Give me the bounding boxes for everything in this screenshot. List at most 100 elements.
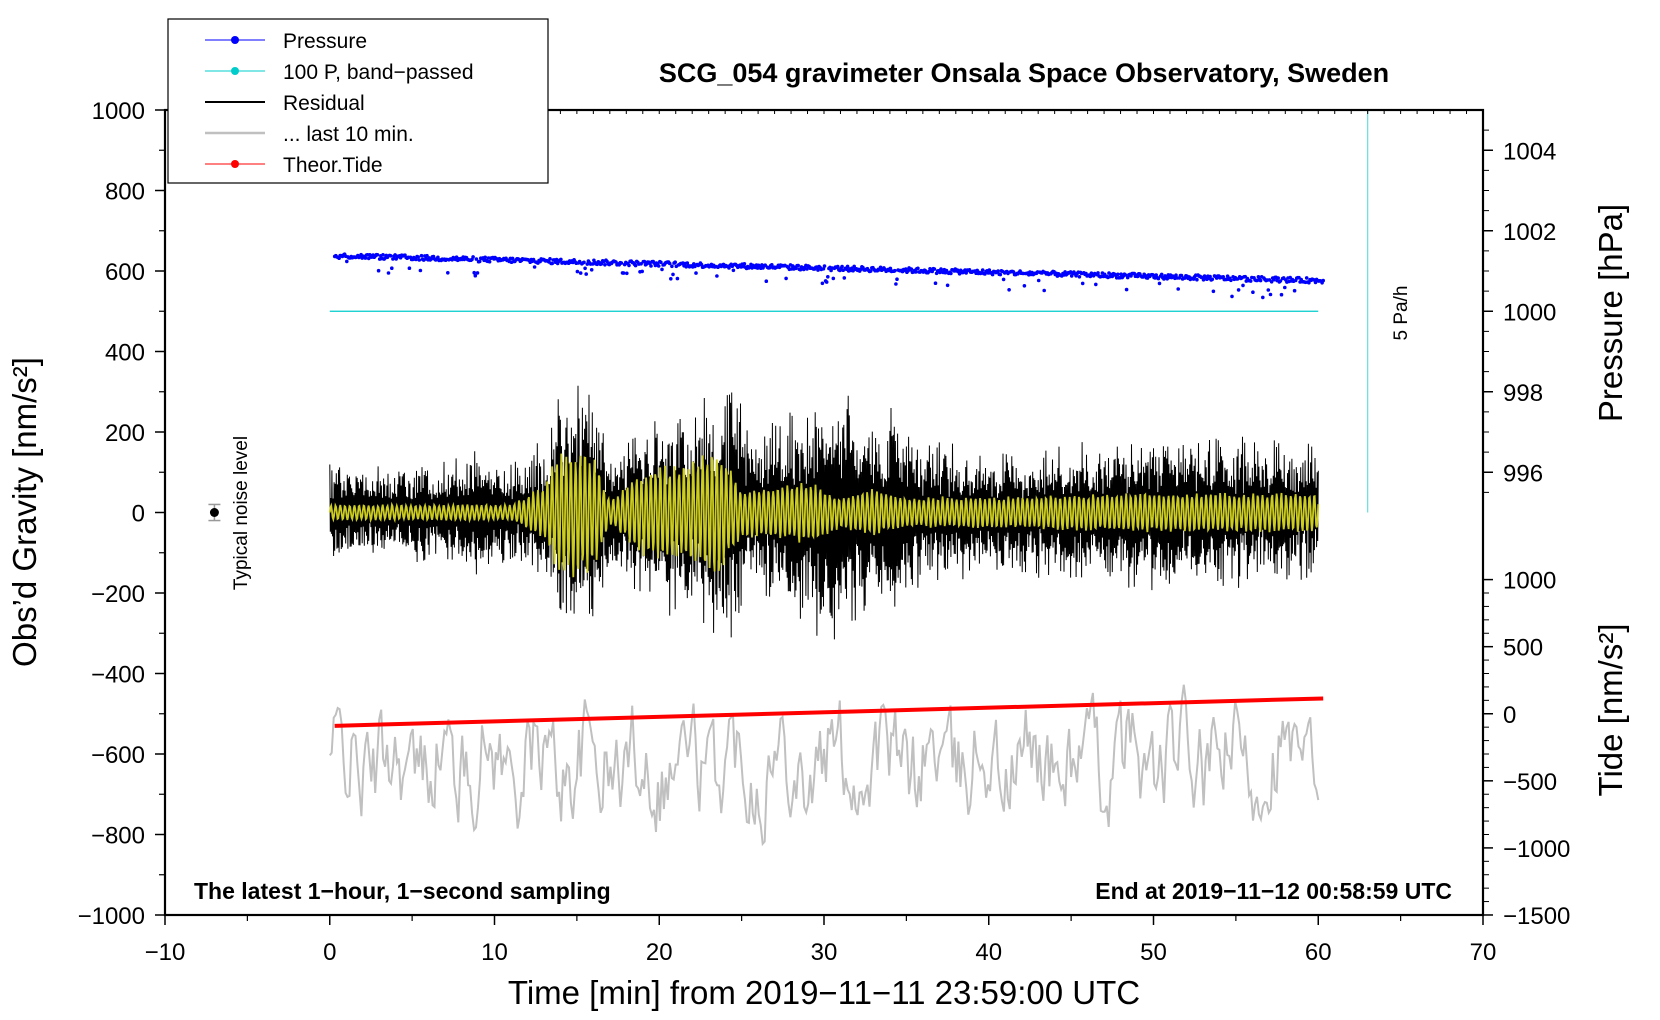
y-tick-label-0: 1000 xyxy=(92,98,145,125)
legend-label-band-passed: 100 P, band−passed xyxy=(283,61,474,84)
pressure-point xyxy=(770,263,774,267)
pressure-point xyxy=(1235,277,1240,281)
pressure-point xyxy=(1278,279,1283,283)
pressure-point xyxy=(582,260,586,265)
pressure-point xyxy=(640,269,644,274)
pressure-point xyxy=(909,267,914,271)
tide-tick-label-2: 0 xyxy=(1503,702,1516,729)
pressure-point xyxy=(407,266,412,271)
x-tick-label-1: 0 xyxy=(323,939,336,966)
y-tick-label-7: −400 xyxy=(91,662,145,689)
pressure-point xyxy=(980,268,985,272)
pressure-point xyxy=(731,268,736,273)
chart-title: SCG_054 gravimeter Onsala Space Observat… xyxy=(659,58,1389,88)
pressure-point xyxy=(1042,288,1046,293)
pressure-point xyxy=(386,271,391,275)
pressure-point xyxy=(685,261,690,265)
plot-frame xyxy=(163,108,1485,917)
x-tick-label-2: 10 xyxy=(481,939,508,966)
pressure-point xyxy=(1230,294,1234,299)
pressure-point xyxy=(656,264,661,268)
pressure-point xyxy=(888,266,893,271)
y-tick-label-8: −600 xyxy=(91,742,145,769)
pressure-point xyxy=(1251,290,1255,295)
pressure-point xyxy=(375,253,380,257)
pressure-point xyxy=(1125,275,1130,280)
pressure-point xyxy=(559,257,563,262)
pressure-point xyxy=(694,271,698,275)
pressure-point xyxy=(510,256,515,261)
x-tick-label-6: 50 xyxy=(1140,939,1167,966)
y-tick-label-1: 800 xyxy=(105,179,145,206)
pressure-point xyxy=(987,268,992,272)
legend-marker-band-passed xyxy=(231,67,239,75)
pressure-point xyxy=(831,276,836,281)
pressure-point xyxy=(381,253,385,257)
pressure-point xyxy=(1304,276,1309,280)
pressure-point xyxy=(337,256,341,261)
pressure-point xyxy=(1307,280,1311,285)
pressure-point xyxy=(599,261,604,266)
pressure-point xyxy=(417,258,422,262)
pressure-point xyxy=(913,270,918,274)
pressure-point xyxy=(671,272,675,277)
pressure-point xyxy=(1022,284,1027,288)
pressure-point xyxy=(1210,277,1215,282)
legend-label-last-10-min: ... last 10 min. xyxy=(283,123,414,146)
tide-tick-label-4: −1000 xyxy=(1503,836,1570,863)
pressure-point xyxy=(996,269,1000,273)
pressure-point xyxy=(1236,288,1241,292)
pressure-point xyxy=(660,267,664,272)
pressure-point xyxy=(1036,278,1041,283)
pressure-point xyxy=(1159,272,1164,277)
y-tick-label-2: 600 xyxy=(105,259,145,286)
pressure-tick-label-2: 1000 xyxy=(1503,299,1556,326)
pressure-point xyxy=(1162,277,1166,281)
pressure-point xyxy=(642,259,647,264)
pressure-point xyxy=(669,277,673,281)
pressure-point xyxy=(932,267,937,271)
series-last-10-min xyxy=(328,684,1320,847)
pressure-point xyxy=(363,256,368,260)
legend-label-theor-tide: Theor.Tide xyxy=(283,154,383,177)
legend-label-pressure: Pressure xyxy=(283,30,367,53)
tide-tick-label-1: 500 xyxy=(1503,635,1543,662)
pressure-point xyxy=(1096,271,1100,275)
pressure-point xyxy=(852,264,856,269)
pressure-point xyxy=(578,271,583,275)
scale-bar-label: 5 Pa/h xyxy=(1391,286,1412,341)
pressure-point xyxy=(939,267,943,271)
pressure-point xyxy=(930,269,934,274)
pressure-point xyxy=(1080,281,1085,286)
pressure-point xyxy=(446,271,450,275)
pressure-point xyxy=(603,263,607,267)
y-tick-label-6: −200 xyxy=(91,581,145,608)
series-pressure xyxy=(332,252,1325,300)
pressure-point xyxy=(1266,288,1271,292)
pressure-point xyxy=(805,267,809,271)
pressure-tick-label-0: 1004 xyxy=(1503,138,1556,165)
pressure-point xyxy=(667,261,672,266)
pressure-point xyxy=(895,277,899,282)
axis-ticks: −10 0 10 20 30 40 50 60 70 1000 800 600 400 200 0 −200 −… xyxy=(78,98,1571,966)
pressure-point xyxy=(376,268,381,273)
series-theor-tide xyxy=(334,696,1324,728)
pressure-point xyxy=(878,265,883,270)
pressure-point xyxy=(1221,275,1225,279)
pressure-point xyxy=(575,269,580,274)
pressure-point xyxy=(1154,273,1158,277)
tide-tick-label-5: −1500 xyxy=(1503,903,1570,930)
pressure-point xyxy=(1321,278,1325,283)
pressure-point xyxy=(548,257,552,261)
pressure-point xyxy=(1077,275,1082,279)
tide-tick-label-3: −500 xyxy=(1503,769,1557,796)
pressure-point xyxy=(583,266,587,271)
pressure-point xyxy=(487,259,492,264)
pressure-point xyxy=(868,269,873,273)
pressure-point xyxy=(474,257,479,261)
pressure-point xyxy=(949,271,953,276)
pressure-point xyxy=(1276,276,1280,280)
pressure-point xyxy=(816,268,820,272)
pressure-point xyxy=(473,273,478,278)
pressure-point xyxy=(1124,287,1129,292)
